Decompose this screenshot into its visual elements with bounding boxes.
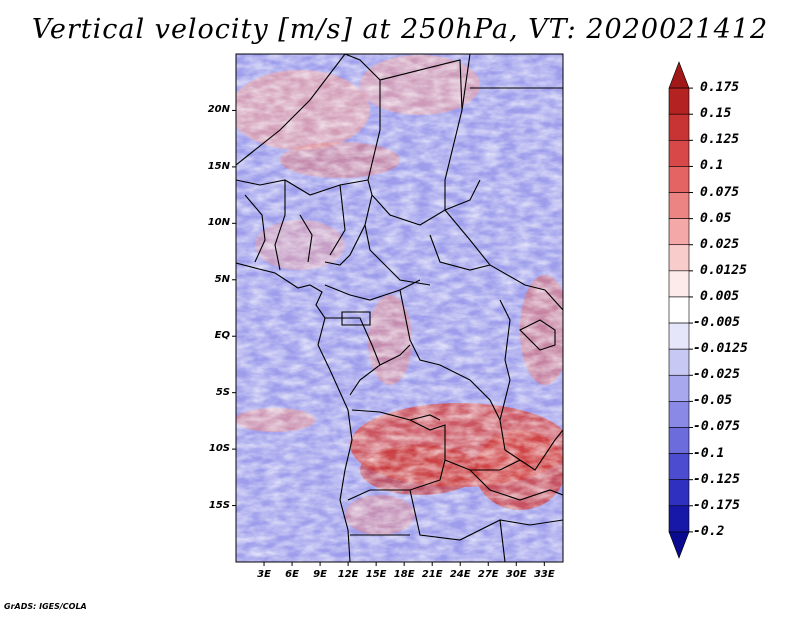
colorbar-label: -0.125 [693, 471, 740, 487]
colorbar-label: 0.025 [700, 236, 740, 252]
colorbar-label: -0.1 [693, 445, 725, 461]
colorbar-label: 0.075 [700, 184, 740, 200]
lat-label: 20N [207, 104, 230, 116]
colorbar-label: 0.1 [700, 158, 724, 174]
lat-label: 15S [208, 499, 230, 511]
colorbar-swatch [668, 296, 690, 324]
colorbar-swatch [668, 61, 690, 89]
colorbar [668, 61, 693, 559]
lat-label: 10S [208, 443, 230, 455]
colorbar-swatch [668, 505, 690, 533]
lon-label: 30E [505, 569, 527, 580]
colorbar-swatch [668, 166, 690, 193]
colorbar-label: -0.0125 [693, 341, 748, 357]
axis-ticks [232, 109, 545, 566]
colorbar-swatch [668, 218, 690, 246]
lon-label: 12E [337, 569, 359, 580]
colorbar-label: 0.15 [700, 106, 732, 122]
lon-label: 33E [533, 569, 555, 580]
colorbar-label: -0.175 [693, 497, 740, 513]
colorbar-swatch [668, 322, 690, 350]
grads-credit: GrADS: IGES/COLA [4, 602, 87, 611]
colorbar-label: -0.075 [693, 419, 740, 435]
lat-label: 5S [215, 386, 230, 398]
colorbar-swatch [668, 374, 690, 402]
colorbar-swatch [668, 192, 690, 219]
plot-title: Vertical velocity [m/s] at 250hPa, VT: 2… [31, 14, 769, 45]
lon-label: 6E [285, 569, 299, 580]
colorbar-label: -0.025 [693, 367, 740, 383]
lat-label: 5N [214, 273, 230, 285]
velocity-field [236, 54, 563, 562]
colorbar-swatch [668, 244, 690, 272]
colorbar-swatch [668, 479, 690, 507]
colorbar-label: 0.0125 [700, 262, 747, 278]
lat-label: 10N [207, 217, 230, 229]
lat-label: 15N [207, 160, 230, 172]
lon-label: 15E [365, 569, 387, 580]
colorbar-label: 0.005 [700, 288, 740, 304]
colorbar-swatch [668, 348, 690, 376]
lon-label: 27E [477, 569, 499, 580]
colorbar-label: -0.05 [693, 393, 733, 409]
colorbar-swatch [668, 270, 690, 298]
colorbar-swatch [668, 113, 690, 141]
colorbar-swatch [668, 401, 690, 428]
colorbar-swatch [668, 87, 690, 115]
colorbar-label: 0.175 [700, 80, 740, 96]
lon-label: 9E [313, 569, 327, 580]
colorbar-label: 0.125 [700, 132, 740, 148]
lon-label: 24E [449, 569, 471, 580]
colorbar-label: 0.05 [700, 210, 732, 226]
lon-label: 18E [393, 569, 415, 580]
lat-label: EQ [214, 330, 230, 342]
colorbar-swatch [668, 531, 690, 559]
colorbar-label: -0.005 [693, 315, 740, 331]
map-frame [235, 53, 564, 563]
colorbar-label: -0.2 [693, 523, 725, 539]
lon-label: 21E [421, 569, 443, 580]
country-borders [236, 54, 563, 562]
colorbar-swatch [668, 453, 690, 480]
colorbar-swatch [668, 427, 690, 454]
colorbar-swatch [668, 140, 690, 167]
lon-label: 3E [257, 569, 271, 580]
